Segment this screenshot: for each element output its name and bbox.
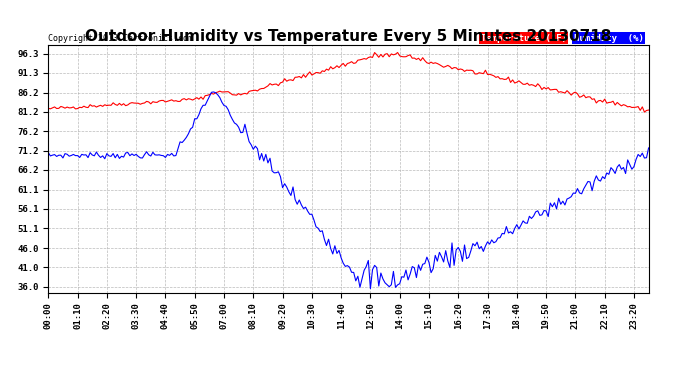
Text: Humidity  (%): Humidity (%) <box>573 33 644 42</box>
Title: Outdoor Humidity vs Temperature Every 5 Minutes 20130718: Outdoor Humidity vs Temperature Every 5 … <box>86 29 611 44</box>
Text: Temperature (°F): Temperature (°F) <box>480 33 566 42</box>
Text: Copyright 2013 Cartronics.com: Copyright 2013 Cartronics.com <box>48 33 193 42</box>
